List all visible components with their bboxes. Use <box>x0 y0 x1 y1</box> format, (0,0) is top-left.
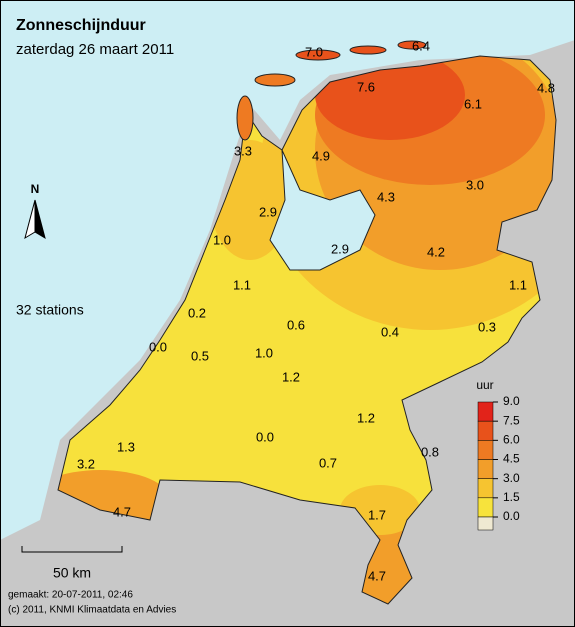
station-value: 3.0 <box>466 177 484 192</box>
legend-swatch <box>477 516 494 531</box>
station-count: 32 stations <box>16 302 84 318</box>
station-value: 0.8 <box>421 444 439 459</box>
legend-swatch <box>477 420 494 441</box>
station-value: 1.1 <box>233 277 251 292</box>
border <box>57 55 557 605</box>
legend-title: uur <box>476 378 493 392</box>
station-value: 6.1 <box>464 96 482 111</box>
station-value: 1.0 <box>213 232 231 247</box>
station-value: 4.3 <box>377 189 395 204</box>
station-value: 7.0 <box>305 44 323 59</box>
legend-swatch <box>477 497 494 518</box>
station-value: 1.0 <box>255 345 273 360</box>
scale-label: 50 km <box>53 565 91 581</box>
station-value: 1.1 <box>509 277 527 292</box>
station-value: 7.6 <box>357 79 375 94</box>
station-value: 1.7 <box>368 507 386 522</box>
station-value: 4.7 <box>368 568 386 583</box>
station-value: 0.4 <box>381 324 399 339</box>
sea <box>0 0 575 540</box>
island <box>295 49 341 61</box>
legend-tick-label: 4.5 <box>503 452 520 466</box>
title: Zonneschijnduur <box>16 17 146 34</box>
station-value: 1.2 <box>282 369 300 384</box>
legend-tick-label: 1.5 <box>503 490 520 504</box>
legend-tick-label: 7.5 <box>503 413 520 427</box>
legend-swatch <box>477 401 494 422</box>
station-value: 0.5 <box>191 348 209 363</box>
scale-bar <box>21 546 123 553</box>
legend-tick-label: 9.0 <box>503 394 520 408</box>
station-value: 0.7 <box>319 455 337 470</box>
station-value: 1.3 <box>117 439 135 454</box>
station-value: 3.3 <box>234 143 252 158</box>
station-value: 6.4 <box>412 38 430 53</box>
station-value: 2.9 <box>331 241 349 256</box>
legend-swatch <box>477 478 494 499</box>
subtitle: zaterdag 26 maart 2011 <box>16 41 174 58</box>
station-value: 0.2 <box>188 305 206 320</box>
station-value: 2.9 <box>259 204 277 219</box>
ijsselmeer <box>269 149 376 271</box>
footer-made: gemaakt: 20-07-2011, 02:46 <box>8 590 133 601</box>
legend-tick-label: 3.0 <box>503 471 520 485</box>
footer-copyright: (c) 2011, KNMI Klimaatdata en Advies <box>8 605 176 616</box>
station-value: 3.2 <box>77 456 95 471</box>
station-value: 4.8 <box>537 80 555 95</box>
station-value: 4.7 <box>113 504 131 519</box>
island <box>236 95 254 141</box>
island <box>254 73 296 87</box>
station-value: 0.6 <box>287 317 305 332</box>
legend-swatch <box>477 459 494 479</box>
north-arrow <box>34 199 46 240</box>
legend: 9.0 7.5 6.0 4.5 3.0 1.5 0.0 <box>477 394 520 531</box>
station-value: 1.2 <box>357 410 375 425</box>
station-value: 4.9 <box>312 148 330 163</box>
legend-swatch <box>477 440 494 460</box>
station-value: 0.3 <box>478 319 496 334</box>
island <box>349 45 387 55</box>
north-label: N <box>31 182 40 196</box>
stations: 7.0 6.4 7.6 4.8 6.1 3.3 4.9 3.0 4.3 2.9 1.0 2.9 4.2 1… <box>77 38 555 583</box>
legend-tick-label: 6.0 <box>503 433 520 447</box>
island <box>397 40 427 50</box>
station-value: 0.0 <box>256 429 274 444</box>
legend-tick-label: 0.0 <box>503 509 520 523</box>
station-value: 4.2 <box>427 244 445 259</box>
station-value: 0.0 <box>149 339 167 354</box>
